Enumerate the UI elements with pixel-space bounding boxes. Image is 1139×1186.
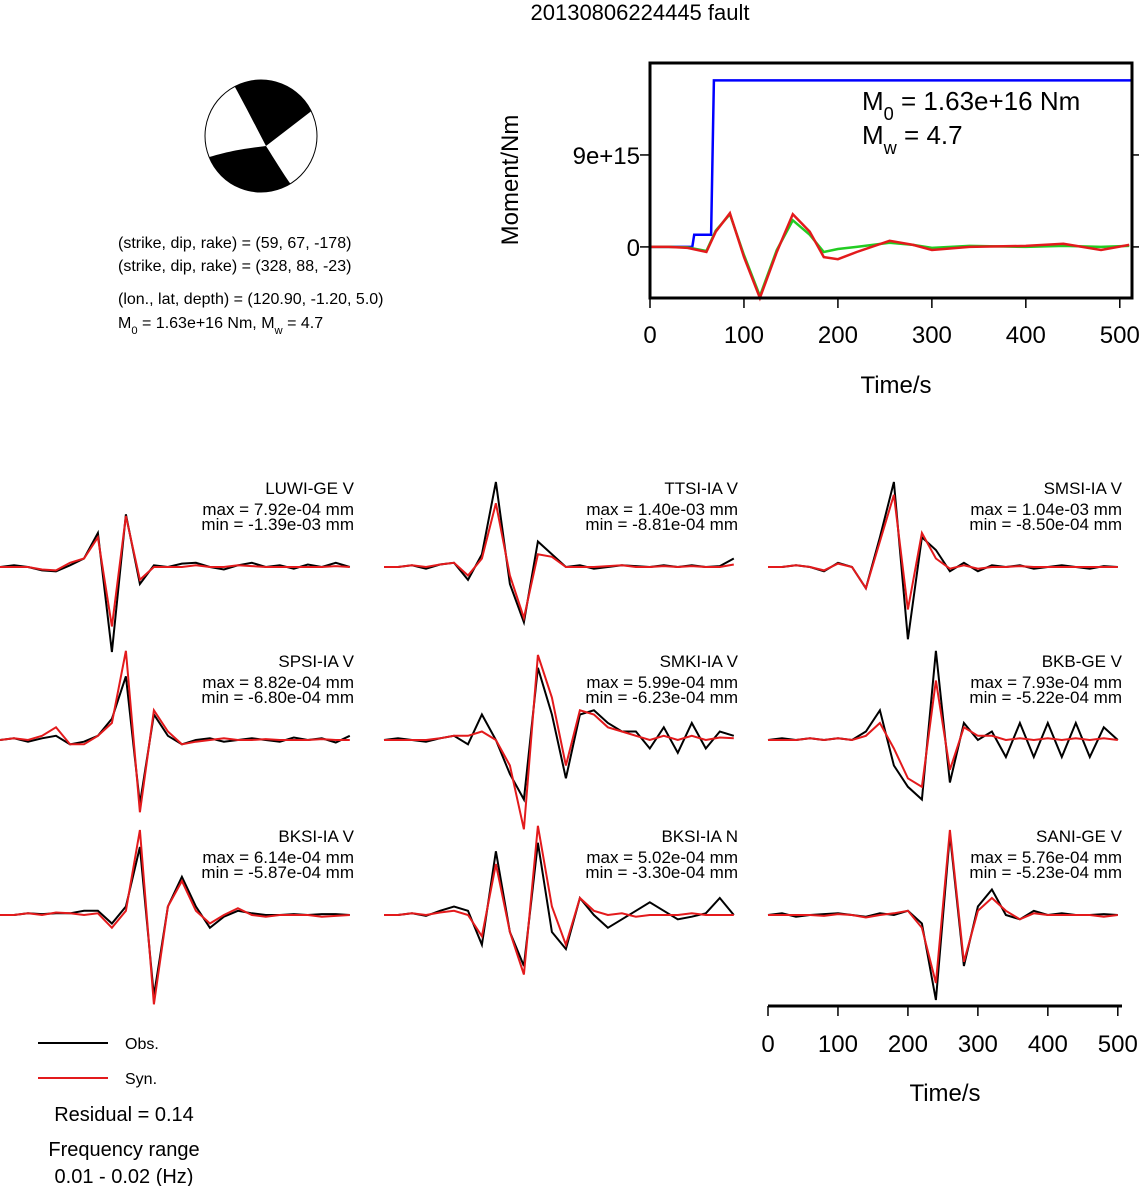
text: = 1.63e+16 Nm	[894, 86, 1080, 116]
x-tick-label: 0	[643, 322, 656, 349]
observed-trace	[384, 842, 735, 967]
x-axis-label: Time/s	[860, 372, 931, 399]
synthetic-trace	[384, 503, 734, 622]
min-label: min = -8.50e-04 mm	[969, 515, 1122, 534]
station-label: TTSI-IA V	[664, 479, 738, 498]
station-label: BKSI-IA N	[661, 827, 738, 846]
station-label: SPSI-IA V	[278, 652, 354, 671]
max-label: max = 1.04e-03 mm	[970, 500, 1122, 519]
title: 20130806224445 fault	[531, 0, 750, 25]
min-label: min = -5.87e-04 mm	[201, 863, 354, 882]
x-tick-label: 0	[761, 1031, 774, 1058]
max-label: max = 8.82e-04 mm	[202, 673, 354, 692]
annotation: Mw = 4.7	[862, 120, 963, 158]
synthetic-trace	[384, 654, 734, 830]
moment-line	[650, 210, 1130, 302]
observed-trace	[0, 675, 351, 804]
max-label: max = 7.92e-04 mm	[202, 500, 354, 519]
synthetic-trace	[768, 494, 1118, 610]
synthetic-trace	[768, 829, 1118, 984]
x-tick-label: 100	[818, 1031, 858, 1058]
moment-line: M0 = 1.63e+16 Nm, Mw = 4.7	[118, 315, 323, 337]
moment-annotation: M0 = 1.63e+16 Nm Mw = 4.7	[862, 86, 1080, 158]
min-label: min = -3.30e-04 mm	[585, 863, 738, 882]
x-tick-label: 400	[1028, 1031, 1068, 1058]
max-label: max = 5.02e-04 mm	[586, 848, 738, 867]
text: = 4.7	[283, 315, 324, 332]
station-label: SMKI-IA V	[660, 652, 739, 671]
notes: Residual = 0.14 Frequency range 0.01 - 0…	[48, 1104, 199, 1186]
x-tick-label: 200	[888, 1031, 928, 1058]
text: M	[118, 315, 131, 332]
station-label: SANI-GE V	[1036, 827, 1123, 846]
x-tick-label: 200	[818, 322, 858, 349]
note: Residual = 0.14	[54, 1104, 194, 1126]
x-tick-label: 100	[724, 322, 764, 349]
max-label: max = 6.14e-04 mm	[202, 848, 354, 867]
min-label: min = -5.23e-04 mm	[969, 863, 1122, 882]
subscript: w	[274, 325, 284, 337]
y-tick-label: 9e+15	[573, 143, 640, 170]
max-label: max = 1.40e-03 mm	[586, 500, 738, 519]
moment-line	[650, 211, 1130, 300]
min-label: min = -8.81e-04 mm	[585, 515, 738, 534]
min-label: min = -6.23e-04 mm	[585, 688, 738, 707]
subscript: w	[883, 138, 898, 158]
synthetic-trace	[0, 515, 350, 627]
plot-frame	[648, 61, 1134, 300]
y-axis-label: Moment/Nm	[497, 115, 524, 246]
x-tick-label: 400	[1006, 322, 1046, 349]
text: = 4.7	[897, 120, 963, 150]
legend-label: Syn.	[125, 1071, 157, 1088]
x-tick-label: 500	[1098, 1031, 1138, 1058]
min-label: min = -6.80e-04 mm	[201, 688, 354, 707]
max-label: max = 7.93e-04 mm	[970, 673, 1122, 692]
mechanism-line: (strike, dip, rake) = (328, 88, -23)	[118, 258, 351, 275]
subscript: 0	[131, 325, 137, 337]
legend-label: Obs.	[125, 1036, 159, 1053]
station-label: BKSI-IA V	[278, 827, 354, 846]
x-tick-label: 300	[912, 322, 952, 349]
observed-trace	[0, 514, 351, 653]
synthetic-trace	[384, 825, 734, 975]
mechanism-line: (lon., lat, depth) = (120.90, -1.20, 5.0…	[118, 291, 384, 308]
beachball	[204, 79, 318, 193]
note: 0.01 - 0.02 (Hz)	[55, 1166, 194, 1186]
mechanism-text: (strike, dip, rake) = (59, 67, -178) (st…	[118, 235, 384, 337]
note: Frequency range	[48, 1139, 199, 1161]
annotation: M0 = 1.63e+16 Nm	[862, 86, 1080, 124]
text: M	[862, 86, 884, 116]
y-tick-label: 0	[627, 235, 640, 262]
max-label: max = 5.99e-04 mm	[586, 673, 738, 692]
subscript: 0	[884, 104, 894, 124]
station-label: SMSI-IA V	[1044, 479, 1123, 498]
text: = 1.63e+16 Nm, M	[138, 315, 275, 332]
synthetic-trace	[0, 829, 350, 1005]
min-label: min = -5.22e-04 mm	[969, 688, 1122, 707]
x-tick-label: 500	[1100, 322, 1139, 349]
synthetic-trace	[768, 680, 1118, 789]
station-label: LUWI-GE V	[265, 479, 354, 498]
x-axis-label: Time/s	[909, 1080, 980, 1107]
min-label: min = -1.39e-03 mm	[201, 515, 354, 534]
synthetic-trace	[0, 650, 350, 813]
station-label: BKB-GE V	[1042, 652, 1123, 671]
x-tick-label: 300	[958, 1031, 998, 1058]
mechanism-line: (strike, dip, rake) = (59, 67, -178)	[118, 235, 351, 252]
max-label: max = 5.76e-04 mm	[970, 848, 1122, 867]
text: M	[862, 120, 884, 150]
